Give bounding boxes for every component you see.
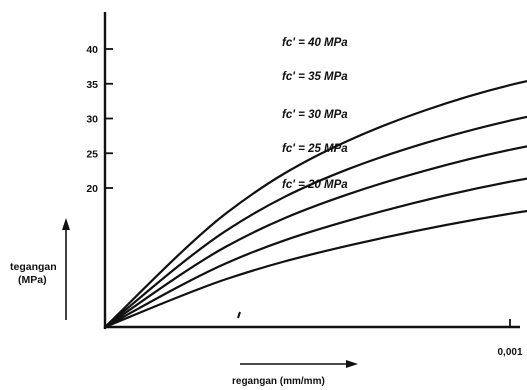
series-line-2 [103, 145, 527, 329]
curve-annotation-1: fc' = 35 MPa [282, 71, 348, 83]
x-axis-title-arrowhead [346, 360, 358, 368]
curve-annotation-2: fc' = 30 MPa [282, 109, 348, 121]
y-axis-title: tegangan (MPa) [10, 218, 70, 320]
y-ticks: 20 25 30 35 40 [86, 44, 113, 195]
x-axis-label: regangan (mm/mm) [232, 376, 325, 387]
x-axis-title: regangan (mm/mm) [232, 360, 358, 387]
series-line-1 [103, 115, 527, 329]
x-tick-label-0: 0,001 [497, 347, 522, 358]
stray-mark [237, 311, 241, 319]
series-line-4 [103, 209, 527, 329]
annotation-group: fc' = 40 MPa fc' = 35 MPa fc' = 30 MPa fc' … [282, 37, 348, 191]
y-tick-label-1: 25 [86, 148, 98, 160]
x-ticks: 0,0010,3020,0030,004 [497, 319, 523, 358]
curve-annotation-3: fc' = 25 MPa [282, 143, 348, 155]
y-tick-label-4: 40 [86, 44, 98, 56]
curve-annotation-0: fc' = 40 MPa [282, 37, 348, 49]
series-line-3 [103, 177, 527, 329]
y-tick-label-2: 30 [86, 114, 98, 126]
curve-annotation-4: fc' = 20 MPa [282, 179, 348, 191]
y-tick-label-3: 35 [86, 79, 98, 91]
series-line-0 [103, 80, 527, 329]
y-axis-title-arrowhead [62, 218, 70, 230]
y-axis-label-line-2: (MPa) [18, 274, 47, 286]
y-tick-label-0: 20 [86, 183, 98, 195]
y-axis-label-line-1: tegangan [10, 261, 57, 273]
series-group [103, 80, 527, 329]
